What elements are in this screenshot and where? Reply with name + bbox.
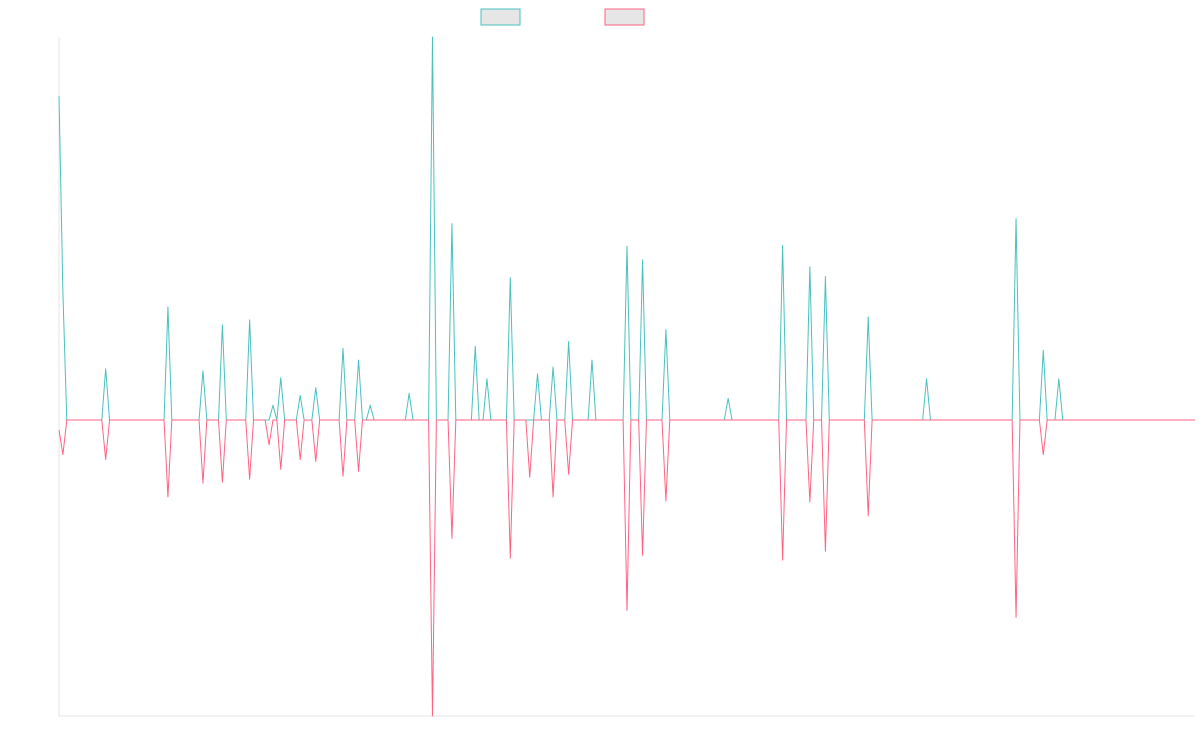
legend-swatch-1[interactable] (480, 8, 521, 26)
series-line-2 (58, 419, 1195, 717)
legend-swatch-2[interactable] (604, 8, 645, 26)
chart-series (58, 36, 1195, 717)
chart-legend[interactable] (480, 8, 645, 26)
chart-axes (58, 37, 1195, 717)
series-line-1 (58, 36, 1195, 421)
